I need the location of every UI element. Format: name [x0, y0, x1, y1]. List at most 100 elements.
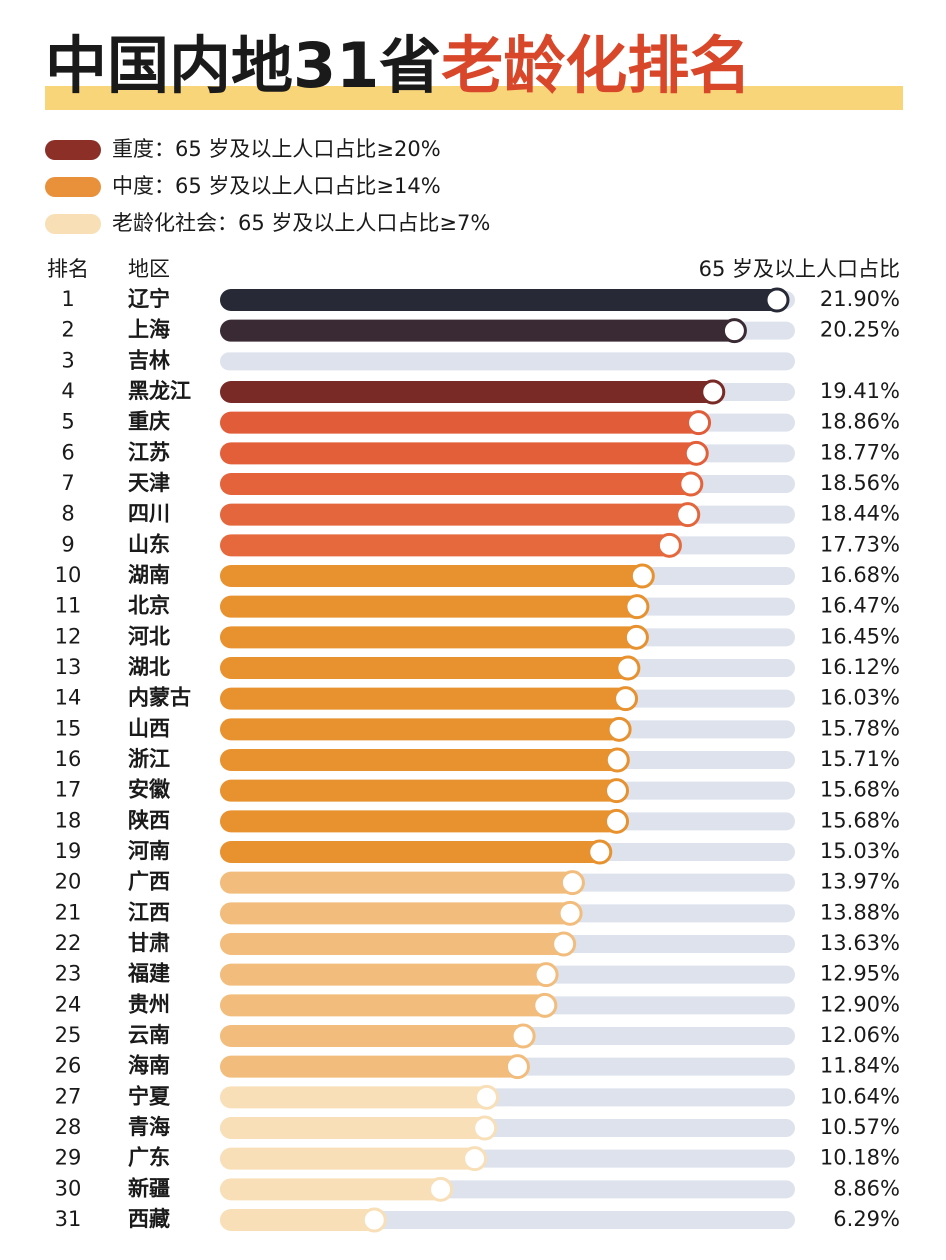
bar-end-icon: [675, 502, 701, 528]
category-label: 湖北: [128, 655, 170, 679]
bar-end-icon: [613, 686, 639, 712]
legend-label: 老龄化社会：65 岁及以上人口占比≥7%: [112, 211, 490, 235]
rank-label: 28: [55, 1115, 82, 1139]
rank-label: 19: [55, 839, 82, 863]
legend-label: 重度：65 岁及以上人口占比≥20%: [112, 137, 441, 161]
bar-end-icon: [678, 471, 704, 497]
bar-end-icon: [604, 778, 630, 804]
bar-end-icon: [361, 1207, 387, 1233]
category-label: 辽宁: [128, 287, 170, 311]
bar: [220, 319, 743, 342]
value-label: 10.18%: [820, 1146, 900, 1170]
rank-label: 15: [55, 716, 82, 740]
bar: [220, 411, 707, 434]
value-label: 13.88%: [820, 900, 900, 924]
category-label: 广东: [128, 1146, 170, 1170]
rank-label: 14: [55, 686, 82, 710]
bar-end-icon: [623, 624, 649, 650]
bar: [220, 749, 626, 771]
bar: [220, 718, 628, 741]
category-label: 青海: [128, 1115, 170, 1139]
category-label: 安徽: [128, 778, 171, 802]
legend-swatch: [45, 214, 101, 234]
bar-end-icon: [462, 1146, 488, 1172]
bar: [220, 473, 699, 495]
category-label: 江西: [128, 900, 170, 924]
bar: [220, 1117, 493, 1139]
rank-label: 4: [61, 379, 74, 403]
category-label: 陕西: [128, 808, 170, 832]
bar-end-icon: [683, 440, 709, 466]
bar: [220, 687, 634, 710]
rank-label: 1: [61, 287, 74, 311]
value-label: 21.90%: [820, 287, 900, 311]
rank-label: 5: [61, 410, 74, 434]
category-label: 黑龙江: [128, 379, 191, 403]
rank-label: 30: [55, 1176, 82, 1200]
value-label: 19.41%: [820, 379, 900, 403]
value-label: 13.97%: [820, 870, 900, 894]
rank-label: 26: [55, 1054, 82, 1078]
bar: [220, 810, 625, 833]
value-label: 20.25%: [820, 318, 900, 342]
bar-end-icon: [606, 716, 632, 742]
value-label: 6.29%: [833, 1207, 900, 1231]
legend-swatch: [45, 177, 101, 197]
bar: [220, 963, 555, 986]
rank-label: 7: [61, 471, 74, 495]
bar: [220, 289, 785, 311]
category-label: 山西: [128, 716, 170, 740]
legend-label: 中度：65 岁及以上人口占比≥14%: [112, 174, 441, 198]
value-label: 17.73%: [820, 532, 900, 556]
category-label: 贵州: [128, 992, 170, 1016]
value-label: 10.57%: [820, 1115, 900, 1139]
bar: [220, 626, 645, 649]
category-label: 宁夏: [128, 1084, 171, 1108]
bar-end-icon: [615, 655, 641, 681]
value-label: 15.68%: [820, 778, 900, 802]
bar-end-icon: [557, 900, 583, 926]
bar: [220, 1178, 449, 1201]
rank-label: 27: [55, 1084, 82, 1108]
value-label: 15.68%: [820, 808, 900, 832]
bar: [220, 1055, 526, 1078]
rank-header: 排名: [47, 257, 89, 281]
rank-label: 23: [55, 962, 82, 986]
rank-label: 12: [55, 624, 82, 648]
value-label: 16.47%: [820, 594, 900, 618]
category-label: 河北: [128, 624, 170, 648]
value-label: 16.03%: [820, 686, 900, 710]
bar-end-icon: [604, 808, 630, 834]
value-label: 18.77%: [820, 440, 900, 464]
category-label: 广西: [128, 870, 170, 894]
category-label: 西藏: [128, 1207, 170, 1231]
bar: [220, 657, 636, 679]
bar: [220, 1147, 483, 1170]
bar-end-icon: [604, 747, 630, 773]
bar: [220, 902, 579, 925]
value-label: 12.06%: [820, 1023, 900, 1047]
rank-label: 16: [55, 747, 82, 771]
category-label: 四川: [128, 502, 170, 526]
category-label: 江苏: [128, 440, 170, 464]
bar: [220, 442, 705, 465]
value-label: 13.63%: [820, 931, 900, 955]
rank-label: 18: [55, 808, 82, 832]
bar-end-icon: [629, 563, 655, 589]
category-label: 湖南: [128, 563, 170, 587]
category-label: 新疆: [128, 1176, 170, 1200]
bar-end-icon: [559, 870, 585, 896]
rank-label: 20: [55, 870, 82, 894]
value-label: 16.45%: [820, 624, 900, 648]
bar-end-icon: [533, 962, 559, 988]
category-label: 海南: [128, 1054, 170, 1078]
bar-end-icon: [721, 318, 747, 344]
category-label: 甘肃: [128, 931, 170, 955]
bar-end-icon: [532, 992, 558, 1018]
category-label: 重庆: [128, 410, 170, 434]
rank-label: 9: [61, 532, 74, 556]
bar: [220, 1025, 532, 1047]
bar-end-icon: [472, 1115, 498, 1141]
rank-label: 13: [55, 655, 82, 679]
category-label: 福建: [127, 962, 170, 986]
